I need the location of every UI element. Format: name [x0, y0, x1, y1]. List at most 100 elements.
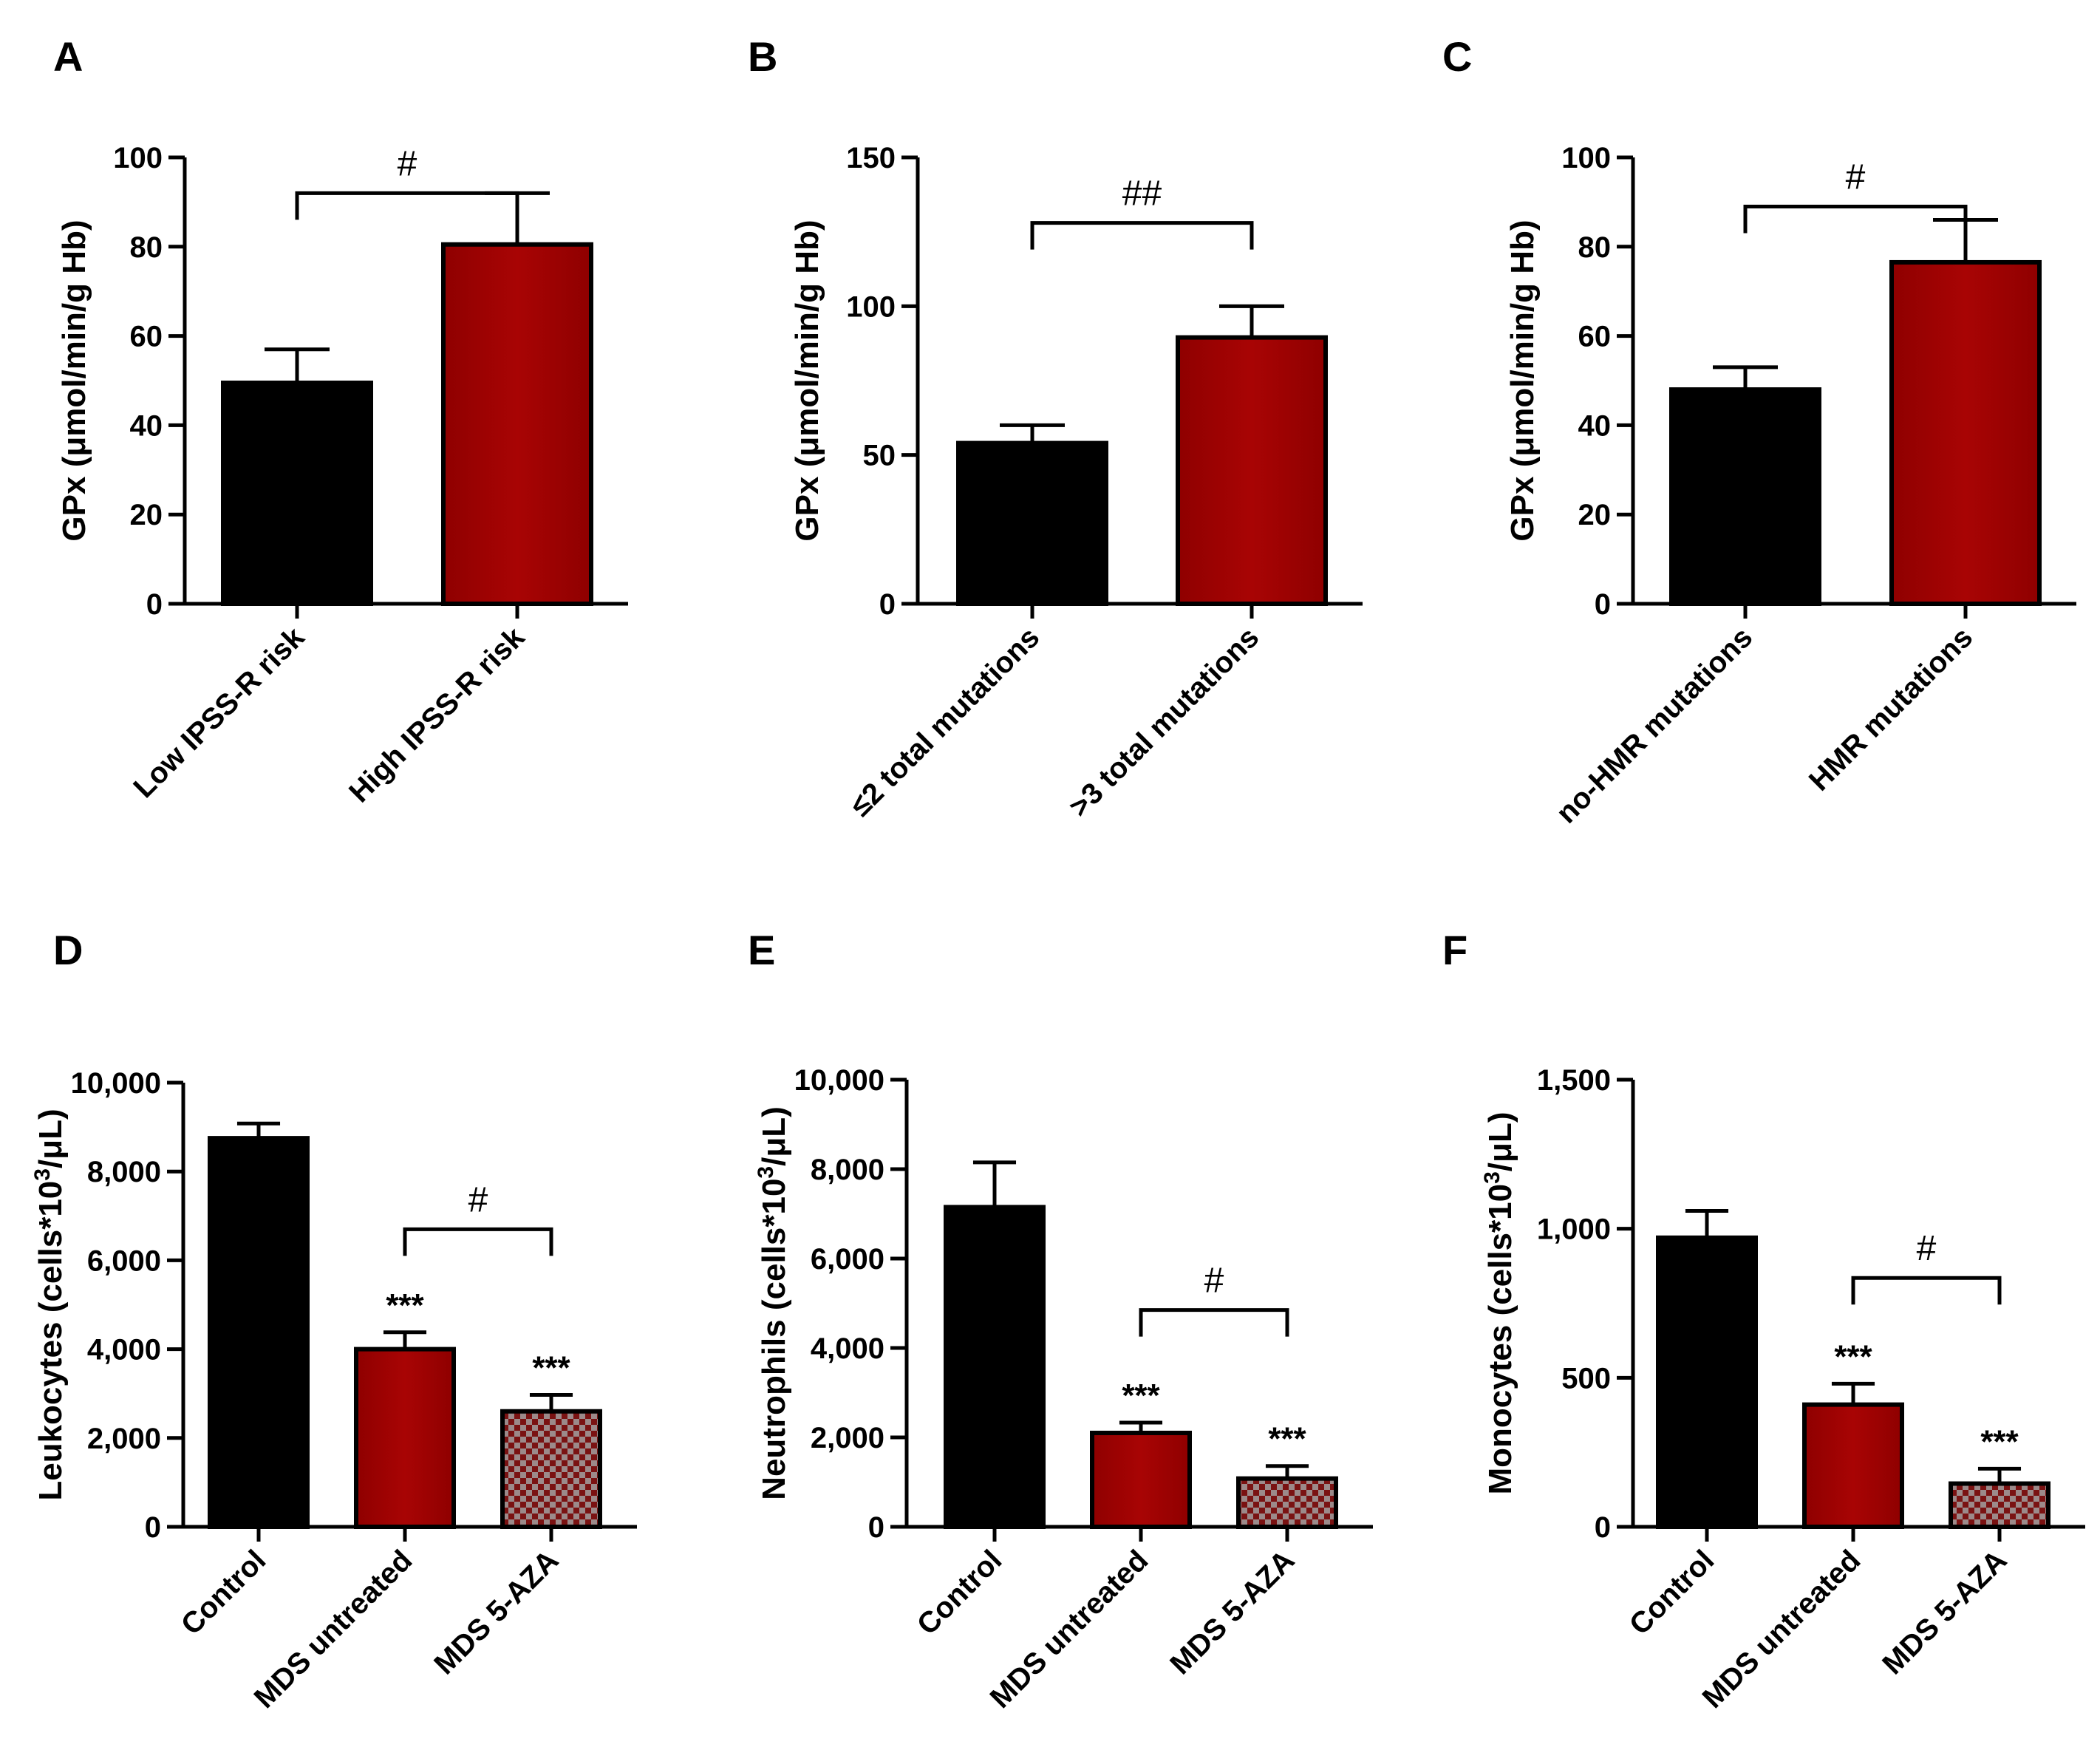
category-label: High IPSS-R risk	[343, 621, 531, 809]
y-tick-label: 1,500	[1537, 1064, 1611, 1097]
category-label: MDS untreated	[1697, 1544, 1867, 1715]
significance-stars: ***	[1980, 1423, 2019, 1460]
y-tick-label: 20	[1578, 499, 1612, 531]
bar	[1802, 1402, 1904, 1529]
bar	[500, 1409, 602, 1529]
bar	[956, 440, 1108, 606]
significance-bracket	[295, 191, 519, 220]
panel-letter-d: D	[53, 927, 83, 973]
y-tick-label: 6,000	[811, 1243, 884, 1276]
category-label: Control	[175, 1544, 273, 1641]
y-tick-label: 80	[130, 231, 163, 264]
panel-letter-f: F	[1442, 927, 1467, 973]
y-axis-label-main: Neutrophils (cells*10	[756, 1179, 792, 1500]
y-axis-label-tail: /μL)	[756, 1106, 792, 1166]
category-label: HMR mutations	[1803, 621, 1980, 797]
y-axis-label-sup: 3	[30, 1168, 55, 1181]
category-label: MDS 5-AZA	[1876, 1544, 2013, 1681]
category-label: ≤2 total mutations	[844, 621, 1046, 823]
significance-stars: ***	[1122, 1378, 1160, 1414]
category-label: Control	[911, 1544, 1009, 1641]
category-label: >3 total mutations	[1063, 621, 1265, 823]
y-tick-label: 0	[1595, 588, 1611, 621]
panel-letter-c: C	[1442, 33, 1472, 80]
bar	[944, 1205, 1046, 1530]
y-axis-label: GPx (μmol/min/g Hb)	[789, 219, 825, 541]
category-label: Control	[1623, 1544, 1721, 1641]
y-tick-label: 40	[1578, 409, 1612, 442]
y-tick-label: 6,000	[87, 1245, 161, 1277]
bracket-label: ##	[1122, 174, 1162, 214]
chart-a: 0 20 40 60 80 100 GPx (μmol/min/g Hb) Low IPSS-…	[56, 142, 628, 809]
y-axis-label-main: Leukocytes (cells*10	[33, 1181, 69, 1501]
significance-bracket	[1139, 1308, 1289, 1337]
bar	[354, 1346, 456, 1529]
y-tick-label: 100	[846, 290, 896, 323]
y-axis-label-sup: 3	[1480, 1171, 1504, 1184]
y-axis-label: Monocytes (cells*103/μL)	[1480, 1112, 1518, 1495]
y-tick-label: 8,000	[87, 1156, 161, 1188]
y-axis-label-main: GPx (μmol/min/g Hb)	[1504, 219, 1541, 541]
significance-stars: ***	[1834, 1338, 1872, 1375]
y-tick-label: 8,000	[811, 1154, 884, 1186]
bar	[1656, 1235, 1758, 1530]
y-tick-label: 100	[1561, 142, 1611, 174]
y-tick-label: 4,000	[811, 1332, 884, 1365]
y-tick-label: 4,000	[87, 1334, 161, 1366]
y-tick-label: 100	[113, 142, 163, 174]
bracket-label: #	[1846, 157, 1866, 197]
panel-letter-a: A	[53, 33, 83, 80]
bar	[208, 1136, 310, 1529]
bracket-label: #	[1917, 1229, 1937, 1268]
category-label: MDS untreated	[984, 1544, 1155, 1715]
chart-c: 0 20 40 60 80 100 GPx (μmol/min/g Hb) no-HMR mu…	[1504, 142, 2076, 830]
significance-bracket	[1851, 1276, 2002, 1305]
y-tick-label: 10,000	[71, 1067, 161, 1100]
significance-bracket	[1743, 204, 1968, 234]
y-tick-label: 0	[879, 588, 896, 621]
bar	[441, 242, 593, 606]
significance-stars: ***	[1268, 1421, 1306, 1457]
y-tick-label: 500	[1561, 1362, 1611, 1395]
panel-f: F 0 500 1,000 1,500 Monocytes (cells*103/μL)…	[1442, 927, 2085, 1715]
y-axis-label-main: Monocytes (cells*10	[1482, 1184, 1518, 1495]
category-label: MDS 5-AZA	[428, 1544, 565, 1681]
y-tick-label: 80	[1578, 231, 1612, 264]
y-axis-label: GPx (μmol/min/g Hb)	[56, 219, 92, 541]
y-tick-label: 0	[146, 588, 163, 621]
chart-b: 0 50 100 150 GPx (μmol/min/g Hb) ≤2 total mut…	[789, 142, 1363, 823]
y-tick-label: 150	[846, 142, 896, 174]
panel-e: E 02,0004,0006,0008,00010,000Neutrophils…	[748, 927, 1373, 1715]
panel-letter-e: E	[748, 927, 775, 973]
chart-f: 0 500 1,000 1,500 Monocytes (cells*103/μL) Co…	[1480, 1064, 2085, 1715]
panel-b: B 0 50 100 150 GPx (μmol/min/g Hb) ≤2 total m…	[748, 33, 1363, 823]
significance-bracket	[1030, 221, 1254, 250]
y-tick-label: 10,000	[794, 1064, 884, 1097]
y-tick-label: 0	[145, 1511, 161, 1544]
panel-letter-b: B	[748, 33, 777, 80]
y-tick-label: 0	[868, 1511, 884, 1544]
y-tick-label: 1,000	[1537, 1213, 1611, 1246]
y-axis-label: Neutrophils (cells*103/μL)	[754, 1106, 792, 1500]
bar	[1090, 1430, 1192, 1529]
y-axis-label-sup: 3	[754, 1166, 778, 1179]
y-axis-label: GPx (μmol/min/g Hb)	[1504, 219, 1541, 541]
y-axis-label: Leukocytes (cells*103/μL)	[30, 1109, 69, 1500]
y-tick-label: 20	[130, 499, 163, 531]
y-tick-label: 50	[863, 440, 896, 472]
bracket-label: #	[468, 1180, 488, 1219]
bracket-label: #	[398, 144, 417, 183]
category-label: Low IPSS-R risk	[127, 621, 311, 805]
bar	[1949, 1481, 2050, 1530]
category-label: MDS untreated	[248, 1544, 419, 1715]
significance-stars: ***	[532, 1350, 570, 1386]
panel-c: C 0 20 40 60 80 100 GPx (μmol/min/g Hb) no-HMR …	[1442, 33, 2076, 830]
y-axis-label-main: GPx (μmol/min/g Hb)	[789, 219, 825, 541]
y-tick-label: 2,000	[811, 1422, 884, 1454]
y-tick-label: 0	[1595, 1511, 1611, 1544]
y-axis-label-tail: /μL)	[1482, 1112, 1518, 1172]
significance-bracket	[403, 1227, 553, 1256]
